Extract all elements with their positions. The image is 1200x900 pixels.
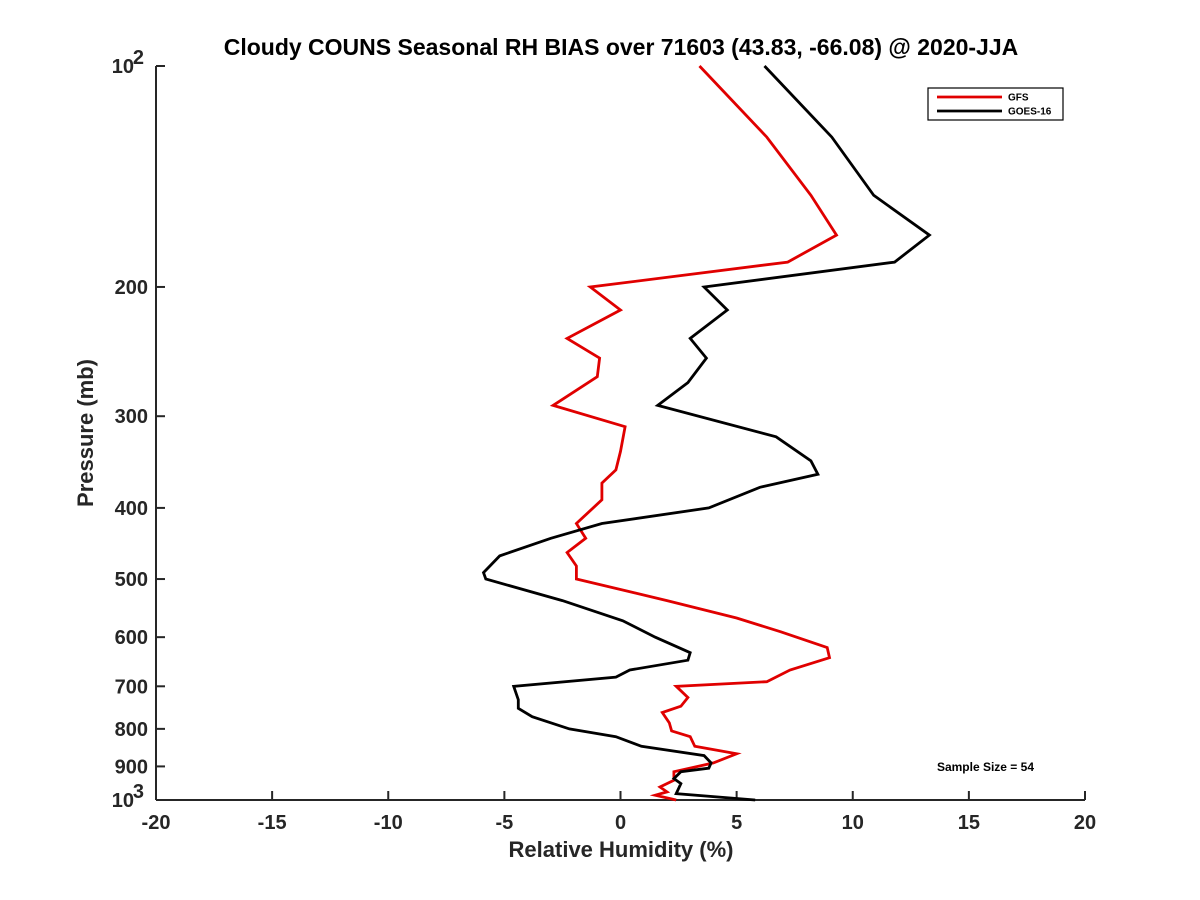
legend-label: GFS	[1008, 93, 1029, 104]
x-axis-label: Relative Humidity (%)	[509, 837, 734, 862]
y-tick-label: 700	[115, 676, 148, 698]
series-line-goes-16	[481, 65, 932, 802]
y-tick-exponent: 3	[133, 781, 144, 803]
x-tick-label: -5	[495, 812, 513, 834]
y-tick-label: 200	[115, 277, 148, 299]
y-tick-label: 10	[112, 56, 134, 78]
x-tick-label: 20	[1074, 812, 1096, 834]
y-axis-label: Pressure (mb)	[73, 359, 98, 507]
legend-items: GFS GOES-16	[937, 93, 1052, 118]
y-tick-label: 600	[115, 627, 148, 649]
series-line-gfs	[549, 65, 839, 802]
y-tick-label: 500	[115, 569, 148, 591]
y-tick-label: 10	[112, 790, 134, 812]
y-tick-label: 900	[115, 756, 148, 778]
x-tick-label: -10	[374, 812, 403, 834]
legend: GFS GOES-16	[927, 87, 1064, 121]
y-tick-exponent: 2	[133, 47, 144, 69]
x-tick-label: 5	[731, 812, 742, 834]
x-tick-label: 15	[958, 812, 980, 834]
series-lines	[481, 65, 932, 802]
x-ticks: -20 -15 -10 -5 0 5 10 15 20	[142, 791, 1096, 834]
y-tick-label: 300	[115, 406, 148, 428]
chart-title: Cloudy COUNS Seasonal RH BIAS over 71603…	[224, 34, 1019, 60]
x-tick-label: -15	[258, 812, 287, 834]
y-tick-label: 400	[115, 498, 148, 520]
legend-box	[927, 87, 1064, 121]
y-tick-label: 800	[115, 719, 148, 741]
legend-label: GOES-16	[1008, 107, 1052, 118]
x-tick-label: 0	[615, 812, 626, 834]
x-tick-label: 10	[842, 812, 864, 834]
x-tick-label: -20	[142, 812, 171, 834]
sample-size-annotation: Sample Size = 54	[937, 760, 1034, 774]
